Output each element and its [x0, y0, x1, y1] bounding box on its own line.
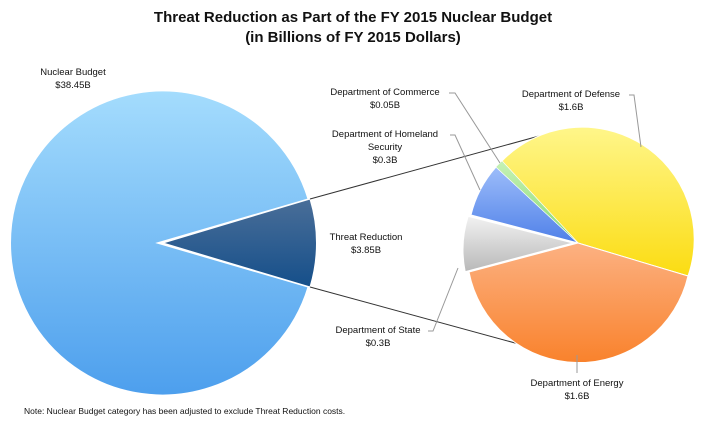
- slice-nuclear-budget: [10, 90, 309, 396]
- slice-threat-reduction: [161, 198, 317, 288]
- connector-top: [309, 132, 551, 200]
- leader-state: [428, 267, 459, 332]
- label-energy: Department of Energy $1.6B: [530, 378, 624, 402]
- label-state: Department of State $0.3B: [335, 325, 421, 349]
- label-defense: Department of Defense $1.6B: [521, 89, 621, 113]
- slice-defense: [501, 126, 695, 277]
- connector-bottom: [309, 286, 538, 350]
- chart-title: Threat Reduction as Part of the FY 2015 …: [153, 9, 553, 26]
- leader-commerce: [449, 92, 501, 164]
- chart-note: Note: Nuclear Budget category has been a…: [24, 406, 346, 416]
- slice-state: [462, 215, 577, 273]
- slice-commerce: [495, 160, 579, 244]
- chart-subtitle: (in Billions of FY 2015 Dollars): [245, 29, 461, 46]
- label-nuclear-budget: Nuclear Budget $38.45B: [40, 67, 106, 91]
- label-commerce: Department of Commerce $0.05B: [330, 87, 440, 111]
- leader-homeland: [450, 134, 481, 191]
- leader-defense: [629, 94, 642, 148]
- label-threat-reduction: Threat Reduction $3.85B: [329, 232, 403, 256]
- label-homeland-security: Department of Homeland Security $0.3B: [331, 129, 439, 166]
